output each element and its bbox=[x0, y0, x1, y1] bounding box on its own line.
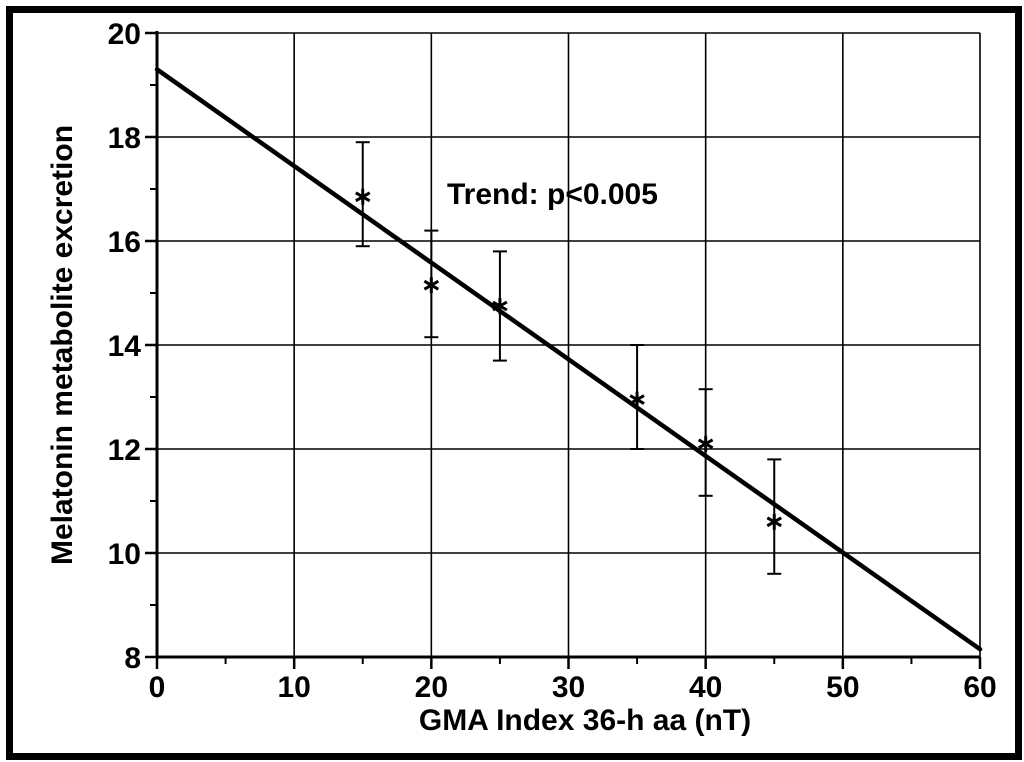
x-tick-label: 40 bbox=[689, 671, 722, 704]
figure-frame bbox=[6, 6, 1022, 760]
x-tick-label: 20 bbox=[415, 671, 448, 704]
x-tick-label: 50 bbox=[826, 671, 859, 704]
data-point bbox=[629, 344, 645, 450]
x-axis-title: GMA Index 36-h aa (nT) bbox=[419, 704, 751, 737]
x-tick-label: 10 bbox=[277, 671, 310, 704]
asterisk-marker-stroke bbox=[423, 279, 440, 291]
data-point bbox=[423, 229, 440, 339]
y-tick-label: 10 bbox=[108, 538, 141, 571]
data-point bbox=[697, 388, 714, 497]
data-point bbox=[355, 141, 371, 248]
y-tick-label: 16 bbox=[108, 226, 141, 259]
trend-line bbox=[154, 67, 983, 652]
asterisk-marker-stroke bbox=[697, 438, 714, 450]
data-points bbox=[355, 141, 782, 575]
x-tick-label: 0 bbox=[149, 671, 166, 704]
data-point bbox=[766, 458, 782, 575]
data-point bbox=[492, 250, 508, 362]
trend-line-group bbox=[154, 67, 983, 652]
y-tick-label: 14 bbox=[108, 330, 142, 363]
y-tick-label: 20 bbox=[108, 18, 141, 51]
asterisk-marker-stroke bbox=[629, 394, 645, 405]
asterisk-marker-stroke bbox=[355, 191, 371, 203]
y-tick-label: 8 bbox=[124, 642, 141, 675]
tick-labels: 8 10 12 14 16 18 20 0 10 20 30 40 50 60 bbox=[108, 18, 997, 704]
asterisk-marker-stroke bbox=[766, 516, 782, 528]
y-axis-title: Melatonin metabolite excretion bbox=[46, 125, 79, 565]
y-tick-label: 18 bbox=[108, 122, 141, 155]
asterisk-marker-stroke bbox=[492, 300, 508, 312]
y-tick-label: 12 bbox=[108, 434, 141, 467]
x-tick-label: 60 bbox=[963, 671, 996, 704]
ticks bbox=[145, 31, 982, 669]
trend-annotation: Trend: p<0.005 bbox=[447, 178, 658, 211]
x-tick-label: 30 bbox=[552, 671, 585, 704]
